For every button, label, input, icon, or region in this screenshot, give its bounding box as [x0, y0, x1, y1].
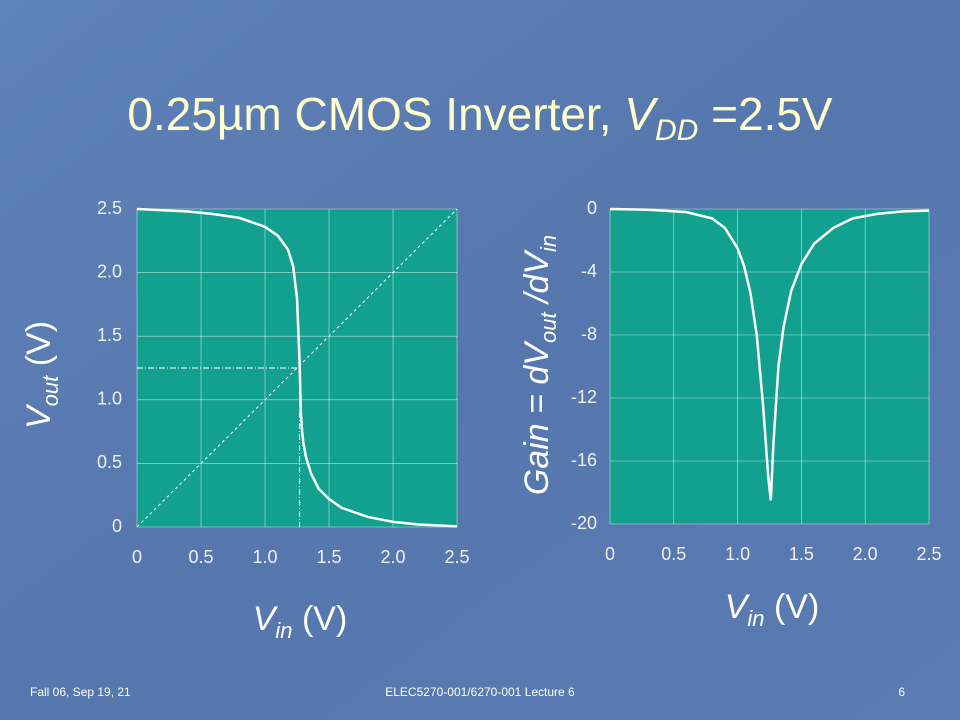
y-tick-label: -4 — [581, 261, 597, 281]
axis-title-text: in — [747, 606, 764, 631]
axis-title-text: /dV — [518, 249, 556, 313]
y-tick-label: -20 — [571, 513, 597, 533]
axis-title-text: V — [20, 403, 58, 429]
title-text: 0.25µm CMOS Inverter, — [127, 88, 624, 140]
x-tick-label: 1.5 — [789, 544, 814, 564]
slide-title: 0.25µm CMOS Inverter, VDD =2.5V — [127, 88, 833, 147]
x-tick-label: 0 — [605, 544, 615, 564]
y-tick-label: 2.0 — [97, 261, 122, 281]
y-tick-label: 2.5 — [97, 198, 122, 218]
axis-title-text: (V) — [293, 600, 348, 638]
x-tick-label: 0 — [132, 547, 142, 567]
axis-title-text: in — [275, 618, 292, 643]
axis-title-text: out — [536, 312, 561, 343]
x-tick-label: 2.0 — [853, 544, 878, 564]
y-tick-label: -16 — [571, 450, 597, 470]
x-axis-title: Vin (V) — [253, 600, 348, 643]
title-text: DD — [655, 114, 698, 147]
axis-title-text: Gain = dV — [518, 340, 556, 495]
axis-title-text: (V) — [20, 321, 58, 376]
y-axis-title: Gain = dVout /dVin — [518, 235, 561, 495]
x-tick-label: 2.0 — [380, 547, 405, 567]
y-tick-label: 0 — [587, 198, 597, 218]
x-tick-label: 0.5 — [188, 547, 213, 567]
x-axis-title: Vin (V) — [725, 588, 820, 631]
footer-page: 6 — [898, 685, 905, 699]
axis-title-text: in — [536, 235, 561, 252]
y-tick-label: -8 — [581, 324, 597, 344]
footer-date: Fall 06, Sep 19, 21 — [30, 685, 131, 699]
y-tick-label: -12 — [571, 387, 597, 407]
x-tick-label: 2.5 — [916, 544, 941, 564]
x-tick-label: 2.5 — [444, 547, 469, 567]
y-tick-label: 1.0 — [97, 389, 122, 409]
x-tick-label: 1.0 — [252, 547, 277, 567]
y-tick-label: 1.5 — [97, 325, 122, 345]
title-text: V — [624, 88, 659, 140]
axis-title-text: (V) — [765, 588, 820, 626]
axis-title-text: out — [38, 375, 63, 406]
footer-course: ELEC5270-001/6270-001 Lecture 6 — [385, 685, 575, 699]
x-tick-label: 1.0 — [725, 544, 750, 564]
y-axis-title: Vout (V) — [20, 321, 63, 429]
title-text: =2.5V — [698, 88, 833, 140]
axis-title-text: V — [253, 600, 279, 638]
y-tick-label: 0 — [112, 516, 122, 536]
x-tick-label: 0.5 — [661, 544, 686, 564]
data-line — [136, 207, 458, 528]
plot-area — [610, 209, 929, 524]
y-tick-label: 0.5 — [97, 452, 122, 472]
x-tick-label: 1.5 — [316, 547, 341, 567]
axis-title-text: V — [725, 588, 751, 626]
data-line — [609, 207, 930, 501]
